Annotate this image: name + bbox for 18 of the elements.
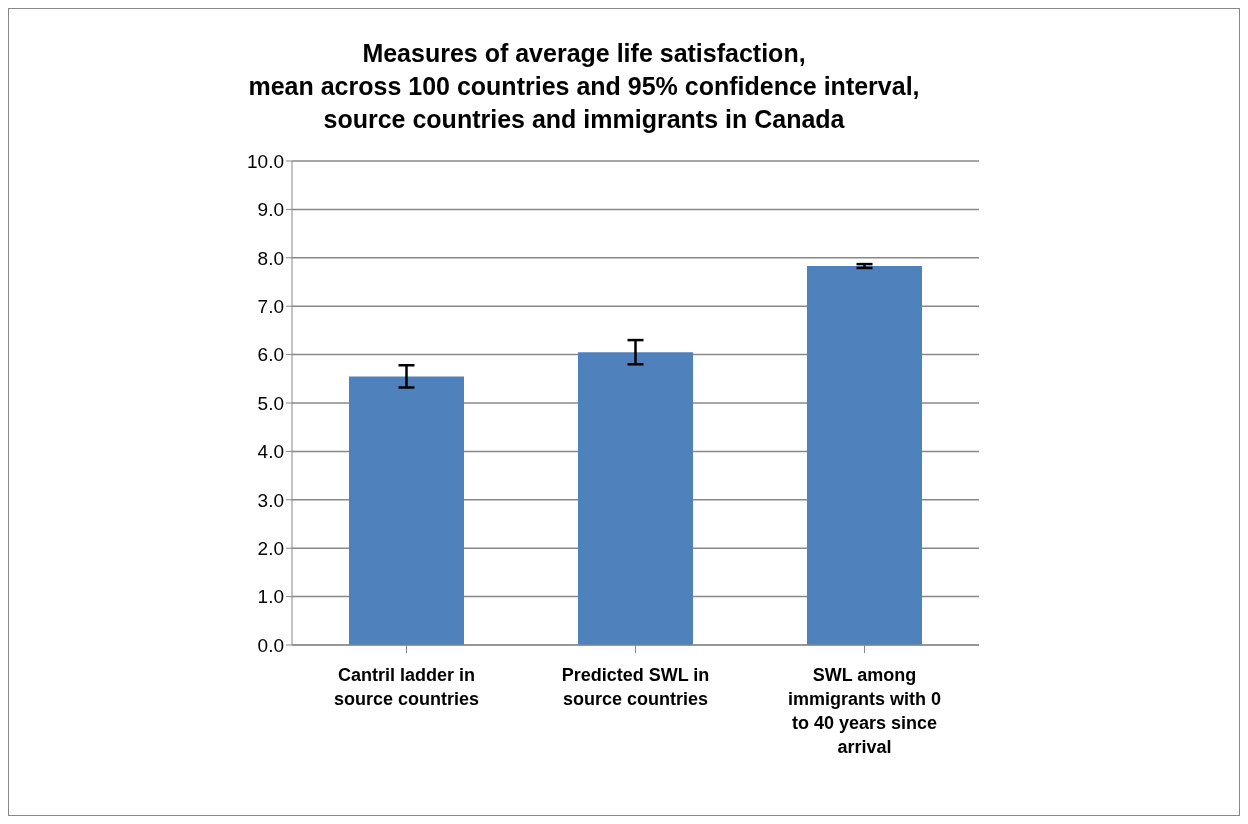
y-tick-label: 7.0 — [257, 295, 284, 317]
chart-title: Measures of average life satisfaction, mean across 100 countries and 95% confidence interval, source countries and immigrants in Canada — [247, 38, 921, 135]
x-tick-label: Cantril ladder in source countries — [333, 665, 480, 709]
x-tick-label: SWL among immigrants with 0 to 40 years since arrival — [787, 665, 942, 757]
y-tick-label: 8.0 — [257, 247, 284, 269]
bar — [807, 266, 922, 645]
y-tick-label: 5.0 — [257, 392, 284, 414]
bar — [349, 376, 464, 645]
y-tick-label: 6.0 — [257, 344, 284, 366]
y-tick-label: 9.0 — [257, 199, 284, 221]
y-tick-label: 4.0 — [257, 441, 284, 463]
x-tick-label: Predicted SWL in source countries — [561, 665, 710, 709]
y-tick-label: 10.0 — [247, 150, 284, 172]
bar — [578, 352, 693, 645]
y-tick-label: 1.0 — [257, 586, 284, 608]
y-tick-label: 3.0 — [257, 489, 284, 511]
y-tick-label: 0.0 — [257, 634, 284, 656]
y-tick-label: 2.0 — [257, 537, 284, 559]
